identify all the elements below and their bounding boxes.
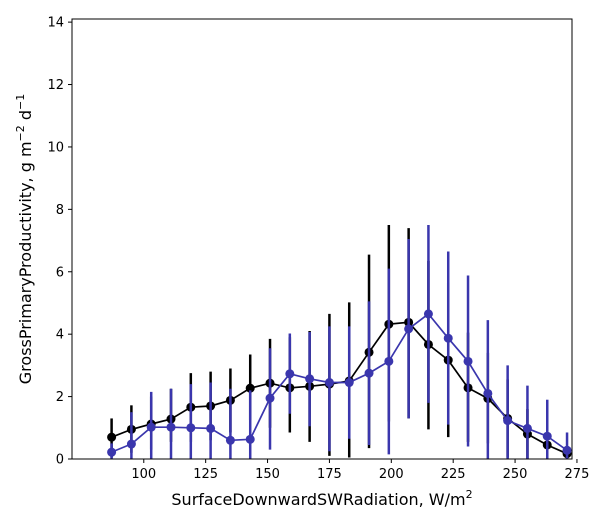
series-1-point [166, 422, 176, 432]
series-1-point [324, 378, 334, 388]
x-tick-label: 275 [565, 467, 590, 482]
y-axis-label-text: GrossPrimaryProductivity, g m [16, 141, 35, 384]
series-1-line [111, 312, 568, 453]
series-1-point [503, 416, 513, 426]
y-tick-label: 6 [56, 265, 64, 280]
series-1-point [562, 445, 572, 455]
series-1-point [542, 431, 552, 441]
x-tick-label: 200 [379, 467, 404, 482]
y-axis-label-mid: d [16, 110, 35, 125]
series-1-point [404, 324, 414, 334]
plot-frame [71, 18, 573, 460]
series-0-point [245, 383, 255, 393]
y-tick-label: 14 [47, 16, 64, 31]
series-0 [107, 224, 572, 459]
series-1-point [245, 434, 255, 444]
series-1-point [463, 356, 473, 366]
y-tick-label: 4 [56, 328, 64, 343]
y-axis-label-sup2: −1 [14, 94, 27, 110]
series-1-point [206, 423, 216, 433]
series-1-point [146, 422, 156, 432]
x-axis-label-sup: 2 [466, 488, 473, 501]
x-axis-label: SurfaceDownwardSWRadiation, W/m2 [171, 488, 472, 509]
series-1-point [443, 333, 453, 343]
y-tick-label: 10 [47, 140, 64, 155]
y-axis-label: GrossPrimaryProductivity, g m−2 d−1 [14, 94, 35, 384]
x-tick-label: 125 [193, 467, 218, 482]
series-0-line [111, 321, 568, 455]
series-1-point [384, 356, 394, 366]
series-1-point [364, 368, 374, 378]
series-0-point [107, 432, 117, 442]
x-tick-label: 250 [503, 467, 528, 482]
series-1-point [265, 393, 275, 403]
series-1-point [285, 369, 295, 379]
y-tick-label: 8 [56, 203, 64, 218]
x-tick-label: 225 [441, 467, 466, 482]
series-1-point [186, 423, 196, 433]
series-1-point [423, 309, 433, 319]
x-tick-label: 150 [255, 467, 280, 482]
series-1-point [344, 378, 354, 388]
series-1 [107, 224, 572, 459]
x-tick-label: 100 [131, 467, 156, 482]
series-layer [107, 224, 572, 459]
y-axis-label-sup1: −2 [14, 125, 27, 141]
y-tick-label: 0 [56, 453, 64, 468]
ticks-layer: 100 125 150 175 200 225 250 275 0 2 4 6 8 10 12 14 [47, 16, 589, 482]
series-1-point [107, 447, 117, 457]
series-1-point [305, 374, 315, 384]
series-1-point [225, 435, 235, 445]
x-tick-label: 175 [317, 467, 342, 482]
series-1-point [483, 388, 493, 398]
series-1-point [126, 439, 136, 449]
y-tick-label: 12 [47, 78, 64, 93]
y-tick-label: 2 [56, 390, 64, 405]
x-axis-label-text: SurfaceDownwardSWRadiation, W/m [171, 490, 465, 509]
series-1-point [522, 423, 532, 433]
